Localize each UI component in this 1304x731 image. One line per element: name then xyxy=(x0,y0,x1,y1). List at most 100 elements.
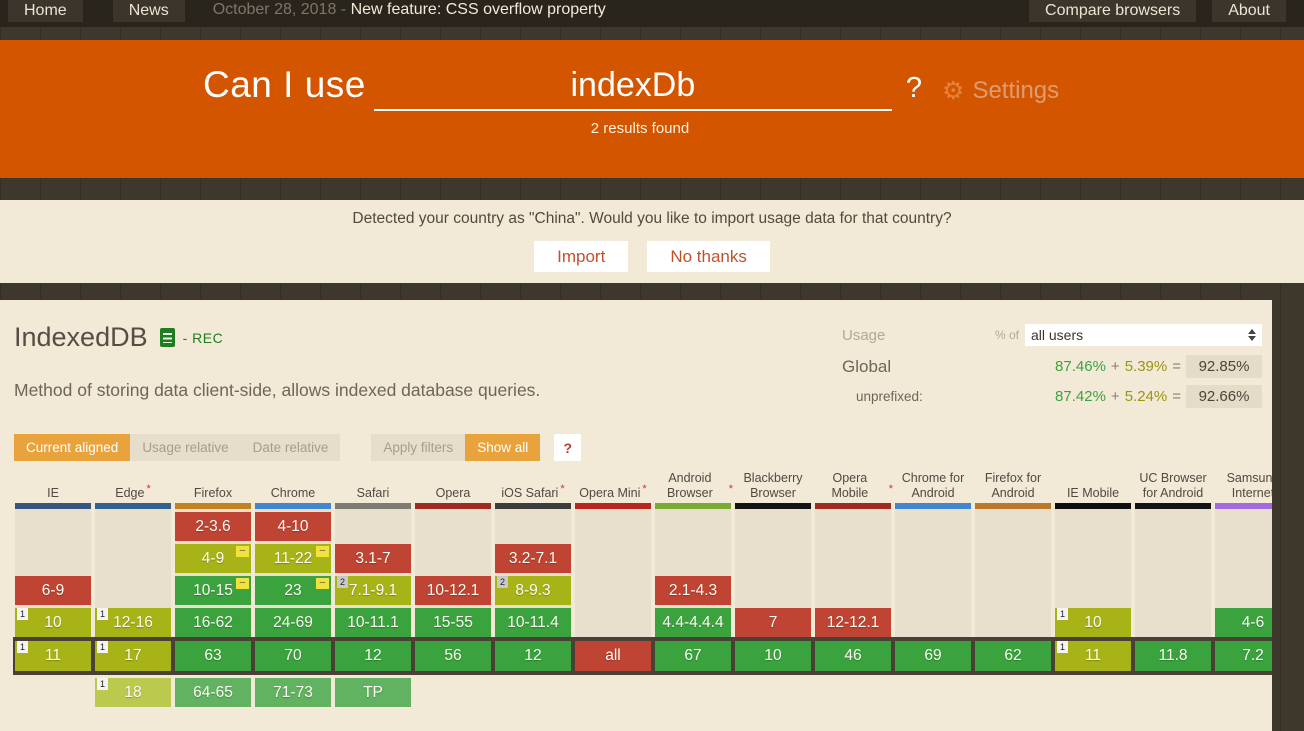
support-cell[interactable]: 62 xyxy=(975,641,1051,672)
support-cell[interactable]: 17 1 xyxy=(95,641,171,672)
browser-header[interactable]: Blackberry Browser xyxy=(733,469,813,503)
browser-header[interactable]: IE xyxy=(13,469,93,503)
support-cell[interactable]: 7.1-9.1 2 xyxy=(335,576,411,606)
support-cell[interactable]: 15-55 xyxy=(415,608,491,638)
support-cell[interactable]: 11 1 xyxy=(1055,641,1131,672)
support-cell[interactable]: 4-9 ‒ xyxy=(175,544,251,574)
note-marker[interactable]: 2 xyxy=(337,576,348,589)
browser-header[interactable]: Chrome for Android xyxy=(893,469,973,503)
spec-status-badge[interactable]: - REC xyxy=(182,329,224,346)
note-marker[interactable]: 1 xyxy=(17,641,28,654)
browser-header[interactable]: UC Browser for Android xyxy=(1133,469,1213,503)
table-help-button[interactable]: ? xyxy=(554,434,582,462)
support-cell[interactable]: 10 1 xyxy=(15,608,91,638)
note-marker[interactable]: 1 xyxy=(97,641,108,654)
browser-header[interactable]: Firefox for Android xyxy=(973,469,1053,503)
support-cell[interactable]: 12-12.1 xyxy=(815,608,891,638)
prefix-flag-icon[interactable]: ‒ xyxy=(316,546,329,558)
support-cell[interactable]: 11.8 xyxy=(1135,641,1211,672)
support-cell[interactable]: 71-73 xyxy=(255,678,331,708)
support-cell[interactable]: 4.4-4.4.4 xyxy=(655,608,731,638)
support-cell[interactable]: 3.1-7 xyxy=(335,544,411,574)
browser-header[interactable]: Safari xyxy=(333,469,413,503)
browser-header[interactable]: Opera Mobile * xyxy=(813,469,893,503)
support-cell[interactable]: TP xyxy=(335,678,411,708)
prefix-flag-icon[interactable]: ‒ xyxy=(316,578,329,590)
browser-header[interactable]: iOS Safari * xyxy=(493,469,573,503)
search-input[interactable] xyxy=(373,66,892,109)
support-cell[interactable]: 2-3.6 xyxy=(175,512,251,542)
note-marker[interactable]: 1 xyxy=(97,678,108,691)
support-cell[interactable]: 69 xyxy=(895,641,971,672)
note-marker[interactable]: 2 xyxy=(497,576,508,589)
browser-header[interactable]: Samsung Internet xyxy=(1213,469,1272,503)
support-cell[interactable]: 16-62 xyxy=(175,608,251,638)
nav-about[interactable]: About xyxy=(1212,0,1286,22)
support-cell[interactable]: all xyxy=(575,641,651,672)
support-cell[interactable]: 12 xyxy=(495,641,571,672)
support-cell[interactable]: 10-12.1 xyxy=(415,576,491,606)
browser-color-bar xyxy=(415,503,491,510)
prefix-flag-icon[interactable]: ‒ xyxy=(236,578,249,590)
nav-home[interactable]: Home xyxy=(8,0,83,22)
note-marker[interactable]: 1 xyxy=(1057,608,1068,621)
support-cell[interactable]: 6-9 xyxy=(15,576,91,606)
nav-news[interactable]: News xyxy=(112,0,185,22)
support-cell[interactable]: 24-69 xyxy=(255,608,331,638)
browser-header[interactable]: Opera xyxy=(413,469,493,503)
support-cell[interactable]: 23 ‒ xyxy=(255,576,331,606)
browser-header[interactable]: Chrome xyxy=(253,469,333,503)
no-thanks-button[interactable]: No thanks xyxy=(647,241,770,272)
show-all-button[interactable]: Show all xyxy=(465,434,541,462)
support-cell[interactable]: 56 xyxy=(415,641,491,672)
support-cell[interactable]: 12-16 1 xyxy=(95,608,171,638)
support-cell[interactable]: 7.2 xyxy=(1215,641,1272,672)
support-cell[interactable]: 10-11.1 xyxy=(335,608,411,638)
news-feature-link[interactable]: New feature: CSS overflow property xyxy=(350,1,606,18)
support-cell[interactable]: 10 1 xyxy=(1055,608,1131,638)
support-cell[interactable]: 10 xyxy=(735,641,811,672)
support-cell[interactable]: 4-10 xyxy=(255,512,331,542)
import-button[interactable]: Import xyxy=(534,241,629,272)
browser-header[interactable]: Opera Mini * xyxy=(573,469,653,503)
support-cell[interactable]: 18 1 xyxy=(95,678,171,708)
support-cell[interactable]: 46 xyxy=(815,641,891,672)
filter-date-relative[interactable]: Date relative xyxy=(240,434,341,462)
support-cell[interactable]: 4-6 xyxy=(1215,608,1272,638)
support-cell[interactable]: 70 xyxy=(255,641,331,672)
support-cell[interactable]: 7 xyxy=(735,608,811,638)
browser-color-bar xyxy=(1215,503,1272,510)
support-cell[interactable]: 8-9.3 2 xyxy=(495,576,571,606)
browser-column-samsung-internet: Samsung Internet 4-67.2 xyxy=(1213,469,1272,711)
spec-document-icon[interactable] xyxy=(159,328,175,347)
filter-usage-relative[interactable]: Usage relative xyxy=(130,434,241,462)
support-cell[interactable]: 64-65 xyxy=(175,678,251,708)
support-cell[interactable]: 2.1-4.3 xyxy=(655,576,731,606)
apply-filters-button[interactable]: Apply filters xyxy=(371,434,466,462)
support-cell[interactable]: 63 xyxy=(175,641,251,672)
support-cell[interactable]: 3.2-7.1 xyxy=(495,544,571,574)
support-cell[interactable]: 67 xyxy=(655,641,731,672)
browser-header[interactable]: Android Browser * xyxy=(653,469,733,503)
global-supported-pct: 87.46% xyxy=(1055,358,1106,375)
note-marker[interactable]: 1 xyxy=(97,608,108,621)
browser-header[interactable]: Firefox xyxy=(173,469,253,503)
browser-column-firefox-for-android: Firefox for Android 62 xyxy=(973,469,1053,711)
support-cell[interactable]: 10-15 ‒ xyxy=(175,576,251,606)
support-cell[interactable]: 10-11.4 xyxy=(495,608,571,638)
usage-source-select[interactable]: all users xyxy=(1025,324,1262,346)
news-ticker[interactable]: October 28, 2018 - New feature: CSS over… xyxy=(213,0,606,19)
browser-header[interactable]: IE Mobile xyxy=(1053,469,1133,503)
filter-current-aligned[interactable]: Current aligned xyxy=(14,434,131,462)
support-cell[interactable]: 11 1 xyxy=(15,641,91,672)
nav-compare-browsers[interactable]: Compare browsers xyxy=(1029,0,1197,22)
settings-button[interactable]: ⚙ Settings xyxy=(942,77,1059,111)
support-cell[interactable]: 12 xyxy=(335,641,411,672)
site-title: Can I use xyxy=(203,64,366,105)
prefix-flag-icon[interactable]: ‒ xyxy=(236,546,249,558)
search-help-icon[interactable]: ? xyxy=(905,72,923,104)
note-marker[interactable]: 1 xyxy=(17,608,28,621)
browser-header[interactable]: Edge * xyxy=(93,469,173,503)
note-marker[interactable]: 1 xyxy=(1057,641,1068,654)
support-cell[interactable]: 11-22 ‒ xyxy=(255,544,331,574)
